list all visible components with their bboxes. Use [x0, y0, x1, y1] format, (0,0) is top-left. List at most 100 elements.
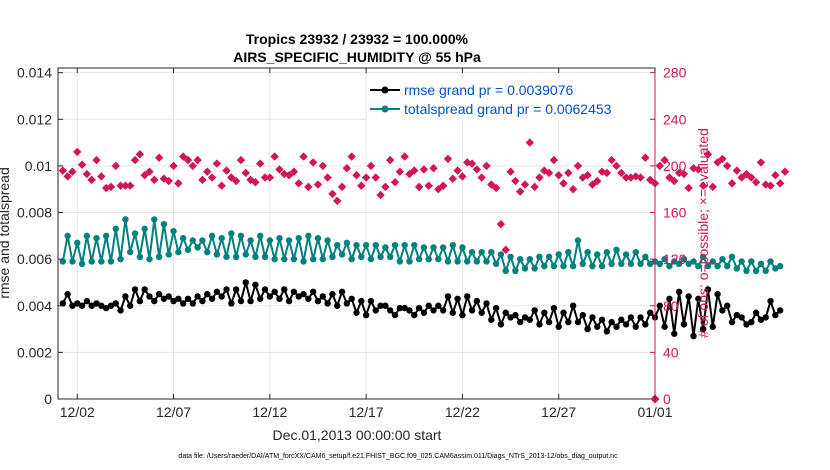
- totalspread-point: [675, 260, 683, 267]
- legend-spread-label: totalspread grand pr = 0.0062453: [404, 101, 612, 117]
- totalspread-point: [247, 237, 254, 244]
- rmse-point: [579, 311, 586, 319]
- obs-count-marker: [771, 171, 780, 180]
- totalspread-point: [261, 253, 269, 261]
- obs-count-marker: [506, 167, 515, 176]
- rmse-point: [661, 323, 668, 330]
- obs-count-marker: [684, 183, 693, 193]
- obs-count-marker: [535, 173, 544, 182]
- totalspread-point: [719, 255, 726, 263]
- obs-count-marker: [111, 161, 120, 171]
- totalspread-point: [353, 241, 360, 249]
- obs-count-marker: [333, 196, 342, 206]
- obs-count-marker: [347, 152, 356, 161]
- obs-count-marker: [756, 158, 766, 167]
- totalspread-point: [372, 241, 379, 249]
- rmse-point: [362, 311, 370, 319]
- obs-count-marker: [665, 173, 674, 182]
- rmse-point: [752, 309, 760, 316]
- totalspread-point: [752, 267, 760, 274]
- obs-count-marker: [578, 173, 587, 182]
- rmse-point: [319, 293, 326, 300]
- rmse-point: [208, 295, 216, 302]
- y-left-tick-label: 0.012: [17, 111, 52, 127]
- rmse-point: [618, 316, 625, 323]
- y-left-tick-label: 0.004: [17, 298, 52, 314]
- rmse-point: [584, 325, 591, 333]
- obs-count-marker: [198, 175, 207, 185]
- totalspread-point: [131, 230, 139, 237]
- y-right-tick-label: 280: [663, 65, 687, 81]
- obs-count-marker: [568, 185, 578, 194]
- obs-count-marker: [63, 172, 72, 181]
- totalspread-point: [98, 258, 105, 265]
- totalspread-point: [189, 237, 197, 244]
- totalspread-point: [343, 239, 351, 247]
- totalspread-point: [175, 248, 182, 256]
- rmse-point: [695, 295, 702, 302]
- totalspread-point: [305, 232, 312, 240]
- obs-count-marker: [679, 169, 689, 179]
- totalspread-point: [338, 251, 346, 258]
- totalspread-point: [396, 258, 404, 265]
- totalspread-point: [704, 262, 712, 270]
- rmse-point: [102, 304, 110, 312]
- totalspread-point: [598, 262, 606, 270]
- rmse-point: [194, 293, 201, 300]
- rmse-point: [122, 293, 129, 300]
- obs-count-marker: [732, 166, 742, 175]
- totalspread-point: [685, 260, 692, 267]
- obs-count-marker: [150, 175, 159, 185]
- rmse-point: [492, 304, 500, 312]
- legend-box: [367, 78, 650, 120]
- obs-count-marker: [308, 158, 318, 167]
- rmse-point: [772, 311, 779, 319]
- rmse-point: [550, 304, 558, 312]
- totalspread-point: [170, 227, 177, 235]
- rmse-point: [228, 300, 235, 307]
- obs-count-marker: [395, 167, 405, 176]
- totalspread-point: [160, 220, 168, 228]
- totalspread-point: [555, 251, 562, 258]
- rmse-point: [675, 288, 683, 295]
- totalspread-point: [454, 258, 461, 265]
- totalspread-point: [319, 255, 326, 263]
- totalspread-point: [151, 216, 158, 223]
- rmse-point: [204, 290, 211, 298]
- rmse-point: [690, 332, 697, 340]
- obs-count-marker: [674, 168, 684, 178]
- rmse-point: [478, 309, 485, 316]
- totalspread-point: [488, 248, 495, 256]
- totalspread-point: [642, 253, 649, 261]
- obs-count-marker: [626, 173, 636, 182]
- obs-count-marker: [414, 182, 424, 192]
- totalspread-point: [228, 230, 235, 237]
- rmse-point: [435, 302, 442, 309]
- totalspread-point: [656, 260, 664, 267]
- obs-count-marker: [260, 173, 270, 182]
- totalspread-point: [102, 232, 110, 240]
- rmse-point: [608, 318, 615, 326]
- totalspread-point: [608, 260, 615, 267]
- rmse-point: [396, 304, 404, 312]
- obs-count-marker: [381, 182, 390, 192]
- totalspread-point: [141, 225, 148, 233]
- rmse-point: [762, 314, 769, 321]
- rmse-point: [483, 300, 490, 307]
- rmse-point: [387, 307, 394, 314]
- totalspread-point: [93, 234, 100, 242]
- obs-count-marker: [87, 175, 96, 185]
- rmse-point: [541, 309, 548, 316]
- rmse-point: [671, 330, 678, 337]
- totalspread-point: [627, 260, 635, 267]
- totalspread-point: [724, 262, 731, 270]
- totalspread-point: [199, 237, 206, 244]
- rmse-point: [637, 314, 644, 321]
- totalspread-point: [560, 262, 567, 270]
- obs-count-marker: [361, 173, 371, 182]
- obs-count-marker: [559, 179, 568, 188]
- totalspread-point: [762, 267, 769, 274]
- obs-count-marker: [188, 161, 198, 171]
- rmse-point: [526, 316, 534, 323]
- obs-count-marker: [318, 161, 327, 171]
